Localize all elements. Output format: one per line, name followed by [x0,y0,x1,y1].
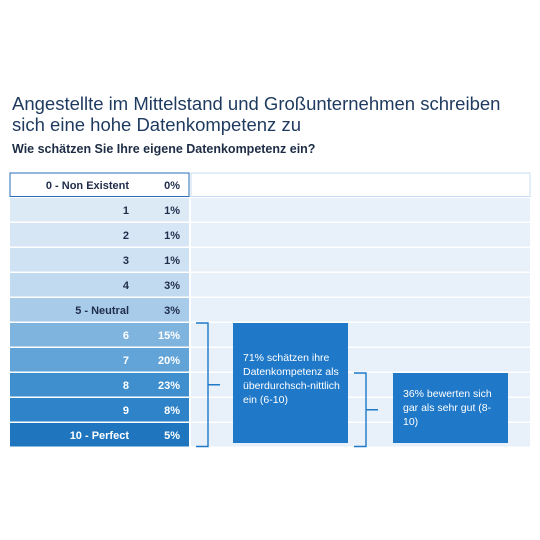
category-label: 3 [123,255,129,267]
callout-box [393,373,508,443]
value-label: 0% [164,180,180,192]
row-track [191,248,530,272]
category-cell [10,423,189,447]
range-bracket [354,372,378,448]
callout-above-average: 71% schätzen ihre Datenkompetenz als übe… [233,323,348,443]
category-cell [10,323,189,347]
callout-box [233,323,348,443]
row-track [191,198,530,222]
category-label: 8 [123,380,129,392]
category-label: 10 - Perfect [70,430,130,442]
row-track [190,172,531,197]
category-cell [10,223,189,247]
value-label: 1% [164,230,180,242]
value-label: 23% [158,380,180,392]
category-cell [10,348,189,372]
value-label: 3% [164,305,180,317]
category-cell [10,273,189,297]
category-cell [10,298,189,322]
chart-title: Angestellte im Mittelstand und Großunter… [12,93,501,135]
row-track [191,298,530,322]
callout-very-good: 36% bewerten sich gar als sehr gut (8-10… [393,373,508,443]
row-track [191,273,530,297]
category-cell [9,172,190,197]
value-label: 15% [158,330,180,342]
category-label: 2 [123,230,129,242]
callout-above-average-text: 71% schätzen ihre Datenkompetenz als übe… [243,352,340,406]
category-cell [10,373,189,397]
category-cell [10,398,189,422]
value-label: 5% [164,430,180,442]
value-label: 1% [164,255,180,267]
category-label: 0 - Non Existent [46,180,129,192]
brackets-group [196,322,508,448]
value-label: 1% [164,205,180,217]
category-cell [10,248,189,272]
category-label: 7 [123,355,129,367]
value-label: 20% [158,355,180,367]
category-label: 6 [123,330,129,342]
range-bracket [196,322,220,448]
category-label: 4 [123,280,130,292]
value-label: 8% [164,405,180,417]
category-cell [10,198,189,222]
chart-subtitle: Wie schätzen Sie Ihre eigene Datenkompet… [12,142,316,156]
category-label: 5 - Neutral [75,305,129,317]
row-track [191,223,530,247]
category-label: 9 [123,405,129,417]
value-label: 3% [164,280,180,292]
category-label: 1 [123,205,129,217]
callout-very-good-text: 36% bewerten sich gar als sehr gut (8-10… [403,388,492,428]
